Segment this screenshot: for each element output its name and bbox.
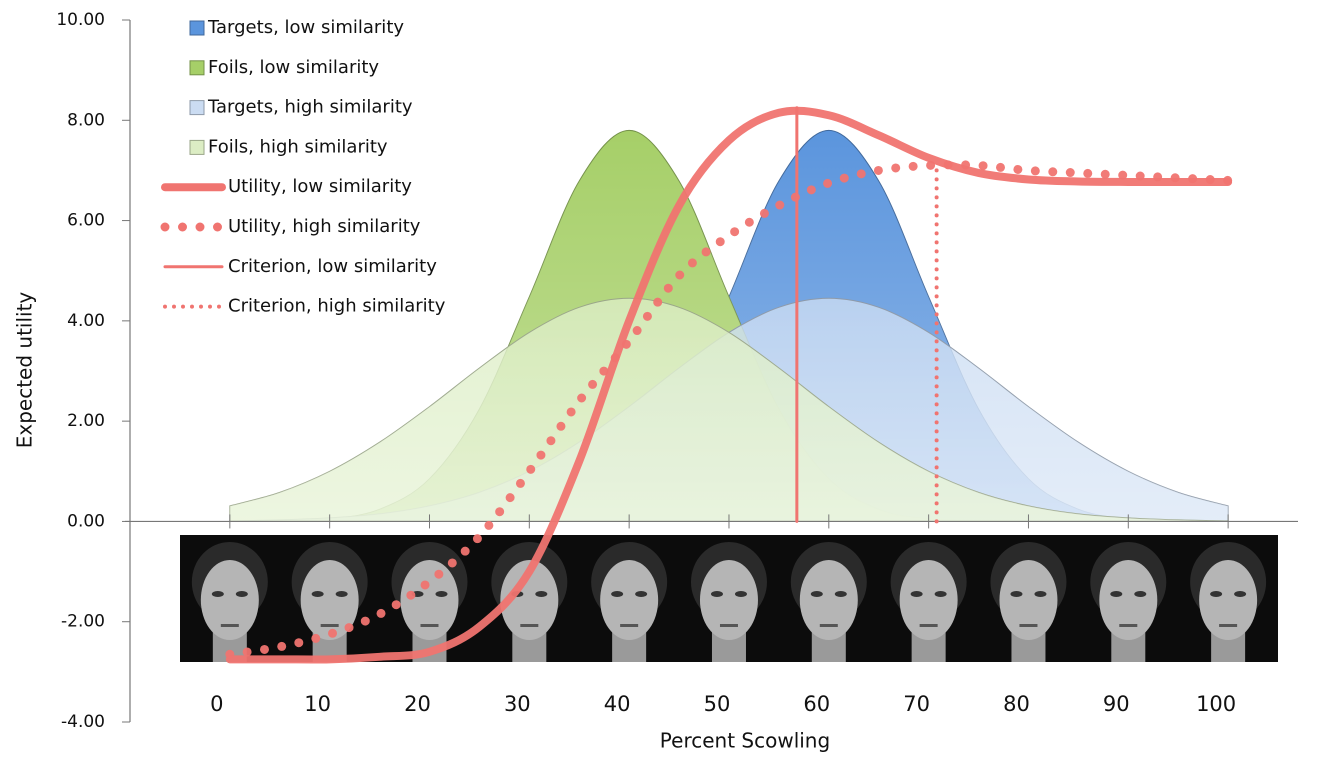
face-eye [435,591,448,597]
legend-swatch [189,60,205,76]
face [300,560,359,640]
face-mouth [1219,624,1238,627]
face-mouth [320,624,339,627]
y-tick-label: -4.00 [61,712,105,732]
face-eye [635,591,648,597]
face-mouth [1119,624,1138,627]
face-eye [1034,591,1047,597]
face [500,560,559,640]
legend-label: Targets, high similarity [207,97,413,118]
face-eye [1110,591,1123,597]
legend-swatch [189,20,205,36]
face [1199,560,1258,640]
face-mouth [620,624,639,627]
face [999,560,1058,640]
face-eye [335,591,348,597]
y-tick-label: 0.00 [67,511,105,531]
face [1099,560,1158,640]
y-tick-label: 2.00 [67,411,105,431]
x-tick-label: 10 [304,692,331,716]
face-eye [734,591,747,597]
face-eye [934,591,947,597]
y-axis-title: Expected utility [13,292,37,449]
legend-label: Utility, low similarity [228,176,412,197]
legend-label: Targets, low similarity [207,17,404,38]
y-tick-label: 10.00 [56,10,105,30]
face [200,560,259,640]
legend-label: Criterion, low similarity [228,256,437,277]
face-eye [710,591,723,597]
legend-label: Utility, high similarity [228,216,421,237]
x-axis-title: Percent Scowling [660,729,830,753]
x-tick-label: 90 [1103,692,1130,716]
face-eye [1210,591,1223,597]
utility-line [225,106,1233,664]
legend-label: Foils, low similarity [208,57,379,78]
face-mouth [919,624,938,627]
face-eye [611,591,624,597]
face-mouth [1019,624,1038,627]
face-eye [910,591,923,597]
x-tick-label: 30 [504,692,531,716]
face-eye [1134,591,1147,597]
face [400,560,459,640]
legend: Targets, low similarity Foils, low simila… [160,17,446,317]
y-tick-label: -2.00 [61,612,105,632]
legend-label: Criterion, high similarity [228,296,446,317]
face-eye [810,591,823,597]
face-mouth [220,624,239,627]
x-tick-label: 80 [1003,692,1030,716]
y-tick-label: 8.00 [67,110,105,130]
legend-label: Foils, high similarity [208,136,388,157]
face-eye [235,591,248,597]
face-eye [311,591,324,597]
legend-swatch [189,100,205,116]
legend-swatch [189,139,205,155]
face [600,560,659,640]
face-eye [1010,591,1023,597]
x-tick-label: 50 [704,692,731,716]
x-tick-label: 0 [210,692,223,716]
x-tick-label: 60 [803,692,830,716]
face [699,560,758,640]
face [899,560,958,640]
x-tick-label: 20 [404,692,431,716]
x-tick-label: 100 [1196,692,1236,716]
face-mouth [420,624,439,627]
x-tick-label: 70 [903,692,930,716]
face-mouth [719,624,738,627]
area-shade [229,298,1229,522]
y-tick-label: 6.00 [67,211,105,231]
x-tick-label: 40 [604,692,631,716]
face-eye [535,591,548,597]
utility-line [225,160,1233,659]
face-eye [211,591,224,597]
y-tick-label: 4.00 [67,311,105,331]
face [799,560,858,640]
face-mouth [520,624,539,627]
face-mouth [819,624,838,627]
face-eye [834,591,847,597]
face-eye [1234,591,1247,597]
